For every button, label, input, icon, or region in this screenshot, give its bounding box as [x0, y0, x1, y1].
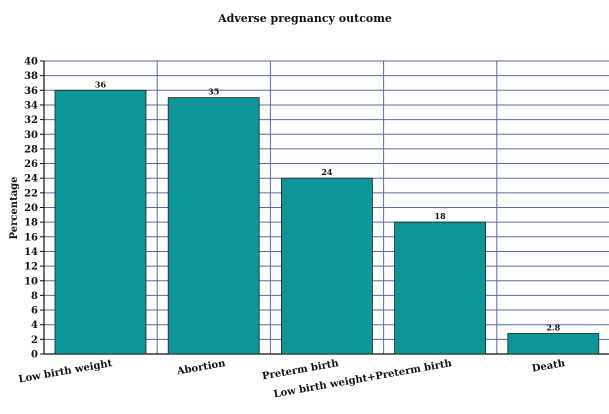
y-tick-label: 12 — [24, 262, 38, 273]
y-tick-label: 28 — [24, 144, 38, 155]
y-tick-label: 22 — [24, 188, 38, 199]
y-axis-label: Percentage — [9, 176, 20, 239]
x-category-label: Low birth weight — [18, 358, 114, 385]
y-tick-label: 16 — [24, 232, 38, 243]
y-tick-label: 4 — [31, 320, 38, 331]
y-tick-label: 14 — [24, 247, 38, 258]
bars: 36 35 24 18 2.8 — [54, 79, 600, 355]
data-label: 18 — [435, 211, 447, 221]
y-tick-label: 6 — [31, 306, 38, 317]
data-label: 35 — [208, 87, 219, 97]
y-tick-label: 36 — [24, 86, 38, 97]
y-tick-label: 18 — [24, 218, 38, 229]
data-label: 36 — [95, 79, 107, 89]
bar — [280, 177, 373, 355]
x-axis-categories: Low birth weight Abortion Preterm birthLow… — [18, 358, 567, 400]
y-tick-label: 0 — [31, 350, 38, 361]
bar — [167, 97, 260, 355]
y-tick-label: 30 — [24, 130, 38, 141]
y-tick-label: 24 — [24, 174, 38, 185]
x-category-label: Abortion — [175, 358, 227, 378]
y-tick-label: 20 — [24, 203, 38, 214]
y-tick-label: 26 — [24, 159, 38, 170]
y-tick-label: 8 — [31, 291, 38, 302]
y-tick-label: 32 — [24, 115, 38, 126]
y-tick-label: 34 — [24, 100, 38, 111]
y-tick-label: 10 — [24, 276, 38, 287]
bar — [507, 333, 600, 355]
data-label: 24 — [321, 167, 333, 177]
bar — [54, 89, 147, 355]
y-tick-label: 38 — [24, 71, 38, 82]
y-tick-label: 2 — [31, 335, 38, 346]
y-tick-label: 40 — [24, 57, 38, 68]
chart-title: Adverse pregnancy outcome — [217, 12, 392, 25]
bar — [394, 221, 487, 355]
data-label: 2.8 — [546, 322, 560, 332]
x-category-label: Death — [531, 358, 567, 375]
